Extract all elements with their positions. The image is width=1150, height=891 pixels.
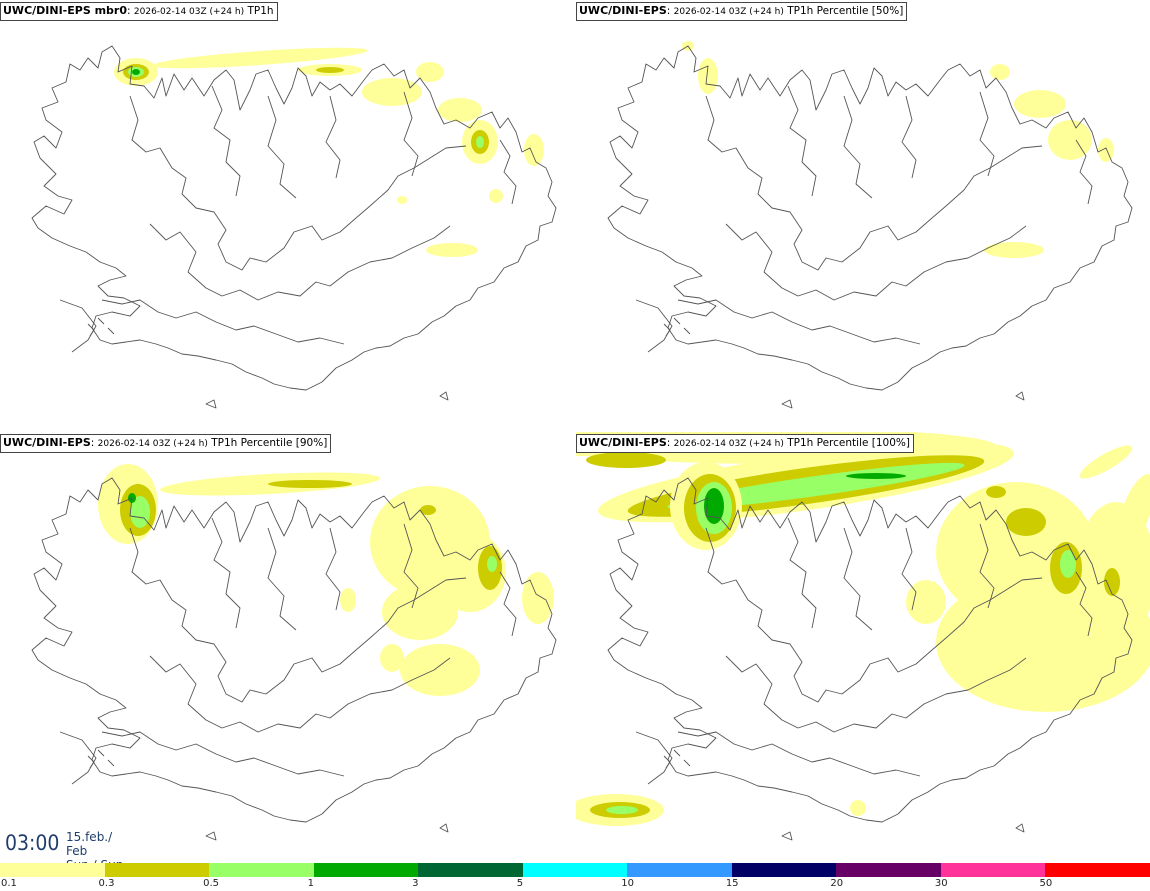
colorbar-segment (313, 863, 419, 877)
precip-areas (682, 41, 1114, 258)
colorbar-tick-label: 10 (621, 878, 634, 889)
panel-title: UWC/DINI-EPS: 2026-02-14 03Z (+24 h) TP1… (0, 434, 332, 453)
colorbar-segment (0, 863, 105, 877)
valid-date-label: 15.feb./ Feb (66, 830, 113, 858)
field-name: TP1h Percentile [100%] (787, 437, 910, 449)
precip-areas (576, 432, 1150, 826)
model-label: UWC/DINI-EPS (3, 436, 91, 449)
colorbar-segment (522, 863, 628, 877)
model-label: UWC/DINI-EPS (579, 436, 667, 449)
valid-time: 03:00 (5, 831, 60, 855)
iceland-coastline (31, 45, 557, 409)
precip-areas (114, 47, 544, 257)
colorbar-tick-label: 1 (307, 878, 314, 889)
run-time: 2026-02-14 03Z (+24 h) (673, 7, 784, 17)
colorbar-segment (209, 863, 314, 877)
colorbar-tick-label: 0.3 (98, 878, 115, 889)
precip-map-p100 (576, 432, 1150, 841)
precip-areas (98, 464, 554, 696)
panel-title: UWC/DINI-EPS: 2026-02-14 03Z (+24 h) TP1… (576, 2, 908, 21)
run-time: 2026-02-14 03Z (+24 h) (97, 439, 208, 449)
colorbar-tick-label: 20 (830, 878, 844, 889)
map-panel-p50: UWC/DINI-EPS: 2026-02-14 03Z (+24 h) TP1… (576, 0, 1150, 430)
colorbar-tick-label: 50 (1039, 878, 1053, 889)
model-label: UWC/DINI-EPS (579, 4, 667, 17)
precip-map-p90 (31, 464, 557, 841)
colorbar-tick-label: 0.5 (203, 878, 219, 889)
colorbar-segment (836, 863, 941, 877)
field-name: TP1h Percentile [50%] (787, 5, 904, 17)
map-panel-p90: UWC/DINI-EPS: 2026-02-14 03Z (+24 h) TP1… (0, 432, 574, 862)
run-time: 2026-02-14 03Z (+24 h) (133, 7, 245, 17)
precip-map-member0 (31, 45, 557, 409)
colorbar-tick-labels: 0.1 0.3 0.5 1 3 5 10 15 20 30 50 (0, 877, 1150, 891)
map-panel-p100: UWC/DINI-EPS: 2026-02-14 03Z (+24 h) TP1… (576, 432, 1150, 862)
field-name: TP1h Percentile [90%] (211, 437, 328, 449)
precip-colorbar (0, 863, 1150, 877)
colorbar-tick-label: 5 (516, 878, 524, 889)
run-time: 2026-02-14 03Z (+24 h) (673, 439, 784, 449)
colorbar-segment (731, 863, 837, 877)
valid-time-box: 03:00 15.feb./ Feb Sun./ Sun (0, 826, 134, 872)
colorbar-segment (940, 863, 1046, 877)
colorbar-segment (104, 863, 210, 877)
model-label: UWC/DINI-EPS mbr0 (3, 4, 127, 17)
colorbar-tick-label: 0.1 (1, 878, 17, 889)
colorbar-tick-label: 30 (934, 878, 948, 889)
field-name: TP1h (247, 5, 274, 17)
colorbar-tick-label: 3 (412, 878, 419, 889)
colorbar-segment (418, 863, 523, 877)
colorbar-segment (627, 863, 732, 877)
panel-title: UWC/DINI-EPS: 2026-02-14 03Z (+24 h) TP1… (576, 434, 914, 453)
precip-map-p50 (607, 41, 1133, 409)
panel-title: UWC/DINI-EPS mbr0: 2026-02-14 03Z (+24 h… (0, 2, 278, 21)
colorbar-segment (1045, 863, 1150, 877)
map-panel-member0: UWC/DINI-EPS mbr0: 2026-02-14 03Z (+24 h… (0, 0, 574, 430)
colorbar-tick-label: 15 (725, 878, 739, 889)
